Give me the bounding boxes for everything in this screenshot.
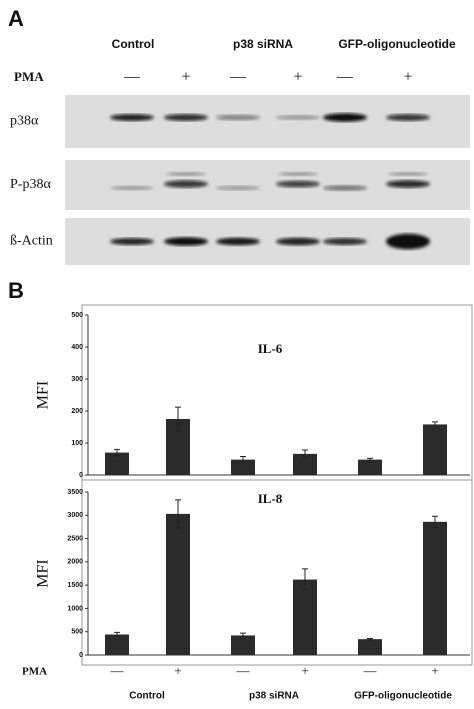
blot-band xyxy=(164,114,208,121)
error-bar xyxy=(432,421,438,428)
blot-band xyxy=(276,115,320,120)
blot-band xyxy=(276,237,320,246)
blot-band xyxy=(166,172,206,176)
error-bar xyxy=(114,448,120,457)
blot-band xyxy=(216,237,260,246)
blot-band xyxy=(164,237,208,246)
pma-sign: + xyxy=(181,69,190,86)
pma-sign: — xyxy=(336,69,354,86)
error-bar xyxy=(114,631,120,638)
blot-band xyxy=(110,238,154,245)
blot-band xyxy=(323,185,367,191)
error-bar xyxy=(367,637,373,641)
bar xyxy=(358,639,382,655)
bar xyxy=(105,634,129,655)
blot-label: P-p38α xyxy=(10,177,51,192)
bar xyxy=(423,521,447,655)
y-tick-label: 500 xyxy=(71,629,83,636)
y-tick-label: 0 xyxy=(79,652,83,659)
pma-sign: + xyxy=(293,69,302,86)
x-tick-label: + xyxy=(174,663,181,678)
y-tick-label: 1500 xyxy=(67,582,83,589)
y-tick-label: 3500 xyxy=(67,489,83,496)
bar xyxy=(231,459,255,475)
blot-band xyxy=(386,180,430,188)
y-tick-label: 2500 xyxy=(67,535,83,542)
blot-band xyxy=(323,113,367,122)
error-bar xyxy=(175,499,181,529)
blot-label: p38α xyxy=(10,114,39,129)
chart-title: IL-8 xyxy=(258,491,283,506)
panel-frame xyxy=(81,304,473,666)
group-label: p38 siRNA xyxy=(249,691,299,702)
blot-band xyxy=(110,114,154,121)
y-tick-label: 1000 xyxy=(67,605,83,612)
x-tick-label: + xyxy=(431,663,438,678)
bar xyxy=(423,424,447,475)
blot-band xyxy=(388,172,428,176)
bar xyxy=(166,513,190,655)
bar xyxy=(231,635,255,655)
bar xyxy=(105,452,129,475)
blot-band xyxy=(216,114,260,121)
pma-sign: — xyxy=(229,69,247,86)
blot xyxy=(65,95,470,148)
y-tick-label: 2000 xyxy=(67,559,83,566)
y-tick-label: 300 xyxy=(71,376,83,383)
x-tick-label: — xyxy=(363,663,378,678)
panel-label: B xyxy=(8,278,24,303)
y-tick-label: 0 xyxy=(79,472,83,479)
bar xyxy=(358,459,382,475)
error-bar xyxy=(367,457,373,462)
group-label: GFP-oligonucleotide xyxy=(354,691,452,702)
x-tick-label: — xyxy=(110,663,125,678)
blot-band xyxy=(386,233,430,250)
blot-label: ß-Actin xyxy=(10,234,53,249)
group-label: Control xyxy=(112,37,155,51)
chart-title: IL-6 xyxy=(258,341,283,356)
blot-band xyxy=(323,238,367,245)
error-bar xyxy=(302,568,308,591)
error-bar xyxy=(432,515,438,528)
group-label: p38 siRNA xyxy=(233,37,293,51)
blot-band xyxy=(276,180,320,188)
blot-band xyxy=(216,185,260,191)
bar xyxy=(293,453,317,475)
blot-band xyxy=(164,180,208,188)
error-bar xyxy=(240,455,246,464)
y-tick-label: 3000 xyxy=(67,512,83,519)
y-tick-label: 200 xyxy=(71,408,83,415)
blot-band xyxy=(386,114,430,121)
y-tick-label: 100 xyxy=(71,440,83,447)
blot-band xyxy=(278,172,318,176)
pma-label: PMA xyxy=(22,666,47,678)
y-tick-label: 400 xyxy=(71,344,83,351)
group-label: Control xyxy=(129,691,165,702)
pma-sign: — xyxy=(123,69,141,86)
x-tick-label: — xyxy=(236,663,251,678)
pma-sign: + xyxy=(403,69,412,86)
bar xyxy=(293,579,317,655)
y-axis-label: MFI xyxy=(35,381,52,409)
group-label: GFP-oligonucleotide xyxy=(338,37,456,51)
error-bar xyxy=(175,406,181,432)
panel-label: A xyxy=(8,6,24,31)
error-bar xyxy=(302,449,308,459)
y-axis-label: MFI xyxy=(35,559,52,587)
blot-band xyxy=(110,185,154,191)
pma-label: PMA xyxy=(14,69,44,84)
x-tick-label: + xyxy=(301,663,308,678)
y-tick-label: 500 xyxy=(71,312,83,319)
error-bar xyxy=(240,632,246,639)
